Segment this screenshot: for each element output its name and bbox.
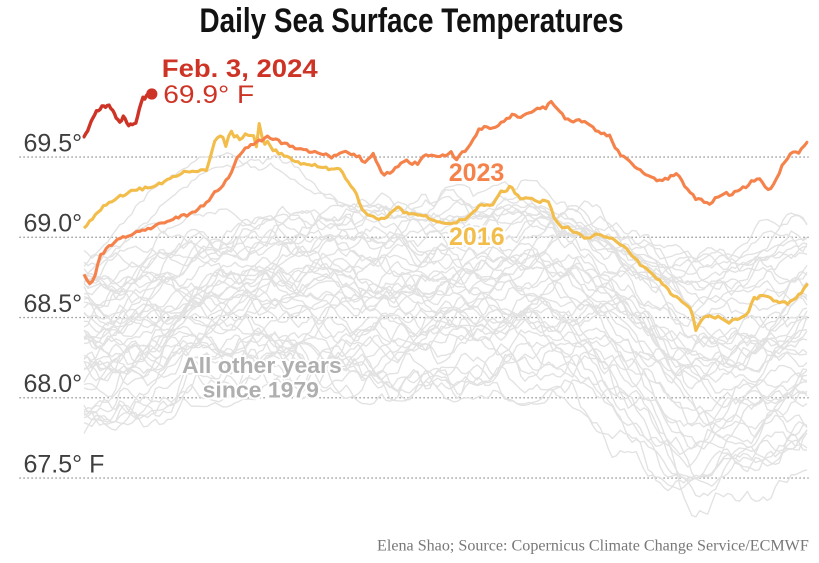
svg-text:Elena Shao; Source: Copernicus: Elena Shao; Source: Copernicus Climate C… <box>377 538 809 555</box>
svg-text:69.0°: 69.0° <box>24 210 83 238</box>
svg-text:68.0°: 68.0° <box>24 370 83 398</box>
svg-text:2023: 2023 <box>449 159 505 187</box>
svg-text:2016: 2016 <box>449 223 505 251</box>
svg-text:Feb. 3, 2024: Feb. 3, 2024 <box>162 54 318 83</box>
svg-text:Daily Sea Surface Temperatures: Daily Sea Surface Temperatures <box>200 1 624 39</box>
svg-text:68.5°: 68.5° <box>24 290 83 318</box>
svg-text:67.5° F: 67.5° F <box>24 451 105 479</box>
svg-text:69.5°: 69.5° <box>24 130 83 158</box>
svg-text:since 1979: since 1979 <box>203 378 319 402</box>
svg-text:All other years: All other years <box>182 354 342 378</box>
svg-text:69.9° F: 69.9° F <box>163 81 254 109</box>
